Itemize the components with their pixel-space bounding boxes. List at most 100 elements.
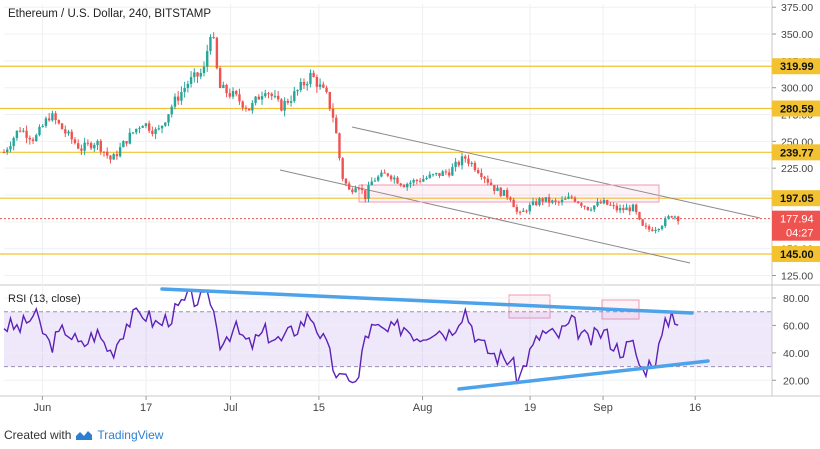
rsi-tick-label: 60.00 bbox=[783, 320, 809, 332]
candle-body bbox=[489, 182, 493, 186]
candle-body bbox=[635, 204, 638, 213]
candle-body bbox=[364, 190, 367, 199]
candle-body bbox=[173, 96, 177, 107]
rsi-trend-lower[interactable] bbox=[457, 359, 710, 391]
candle-body bbox=[641, 219, 644, 226]
candle-body bbox=[596, 201, 599, 206]
candle-body bbox=[335, 117, 338, 134]
time-tick-label: 19 bbox=[524, 402, 536, 414]
level-badge[interactable] bbox=[772, 246, 820, 263]
candle-body bbox=[370, 181, 373, 186]
candle-body bbox=[386, 173, 390, 176]
candle-body bbox=[583, 205, 586, 207]
level-badge[interactable] bbox=[772, 144, 820, 161]
candle-body bbox=[57, 120, 61, 124]
candle-body bbox=[554, 200, 557, 202]
candle-body bbox=[196, 72, 199, 77]
candle-body bbox=[528, 204, 531, 212]
grid bbox=[0, 0, 820, 397]
candle-body bbox=[254, 96, 257, 103]
candle-body bbox=[373, 180, 377, 182]
candle-body bbox=[251, 102, 254, 111]
candle-body bbox=[389, 175, 393, 180]
time-tick-label: Aug bbox=[413, 402, 433, 414]
candle-body bbox=[302, 81, 306, 86]
candle-body bbox=[444, 171, 448, 173]
level-badge[interactable] bbox=[772, 58, 820, 75]
candle-body bbox=[189, 77, 193, 84]
candle-body bbox=[264, 93, 267, 97]
candle-body bbox=[322, 84, 325, 88]
candle-body bbox=[283, 100, 286, 111]
rsi-trend-upper[interactable] bbox=[160, 287, 694, 315]
candle-body bbox=[396, 177, 399, 184]
candle-body bbox=[486, 178, 490, 183]
candle-body bbox=[141, 126, 144, 128]
candle-body bbox=[147, 123, 151, 131]
candle-body bbox=[199, 72, 202, 77]
candle-body bbox=[451, 167, 454, 176]
rsi-title: RSI (13, close) bbox=[8, 293, 81, 305]
candle-body bbox=[560, 199, 564, 203]
candle-body bbox=[660, 226, 664, 230]
level-badge[interactable] bbox=[772, 190, 820, 207]
candle-body bbox=[89, 143, 93, 149]
candle-body bbox=[654, 229, 657, 232]
tradingview-brand[interactable]: TradingView bbox=[97, 428, 164, 442]
candle-body bbox=[144, 123, 148, 127]
candle-body bbox=[622, 208, 625, 211]
candle-body bbox=[22, 130, 25, 132]
candle-body bbox=[209, 36, 212, 52]
candle-body bbox=[260, 96, 264, 100]
candle-body bbox=[315, 76, 319, 87]
candle-body bbox=[567, 196, 570, 199]
candle-body bbox=[505, 189, 509, 198]
level-badge[interactable] bbox=[772, 100, 820, 117]
candle-body bbox=[435, 172, 438, 175]
rsi-band bbox=[4, 311, 772, 367]
candle-body bbox=[460, 156, 464, 166]
candle-body bbox=[115, 154, 119, 157]
candle-body bbox=[580, 203, 583, 206]
candle-body bbox=[112, 154, 115, 160]
candle-body bbox=[160, 125, 164, 129]
candle-body bbox=[218, 68, 222, 88]
candle-body bbox=[538, 198, 541, 206]
candle-body bbox=[483, 176, 486, 179]
candle-body bbox=[676, 216, 680, 222]
candle-body bbox=[357, 188, 361, 190]
channel-upper[interactable] bbox=[351, 126, 761, 219]
candle-body bbox=[76, 143, 80, 149]
candle-body bbox=[331, 108, 335, 118]
resistance-box[interactable] bbox=[358, 184, 660, 203]
candle-body bbox=[289, 101, 293, 103]
candle-body bbox=[202, 66, 206, 73]
candle-body bbox=[51, 113, 54, 121]
candle-body bbox=[83, 142, 86, 151]
candle-body bbox=[80, 148, 83, 151]
candle-body bbox=[409, 182, 412, 184]
candle-body bbox=[38, 126, 41, 136]
candle-body bbox=[176, 96, 180, 101]
candle-body bbox=[86, 142, 90, 144]
candle-body bbox=[551, 200, 554, 203]
candle-body bbox=[93, 144, 96, 149]
candle-body bbox=[231, 91, 235, 97]
horizontal-levels[interactable] bbox=[0, 65, 772, 255]
candle-body bbox=[99, 140, 102, 152]
candle-body bbox=[412, 180, 415, 183]
candle-body bbox=[664, 218, 667, 227]
candle-body bbox=[138, 127, 141, 129]
candle-body bbox=[9, 146, 12, 150]
candle-body bbox=[428, 174, 431, 178]
candle-body bbox=[270, 93, 273, 97]
last-price-badge[interactable] bbox=[772, 210, 820, 241]
candle-body bbox=[344, 178, 348, 184]
candle-body bbox=[457, 161, 461, 166]
candle-body bbox=[228, 93, 231, 97]
candle-body bbox=[557, 201, 561, 203]
chart-title: Ethereum / U.S. Dollar, 240, BITSTAMP bbox=[8, 8, 211, 20]
candle-body bbox=[354, 188, 357, 193]
candle-body bbox=[564, 198, 567, 200]
